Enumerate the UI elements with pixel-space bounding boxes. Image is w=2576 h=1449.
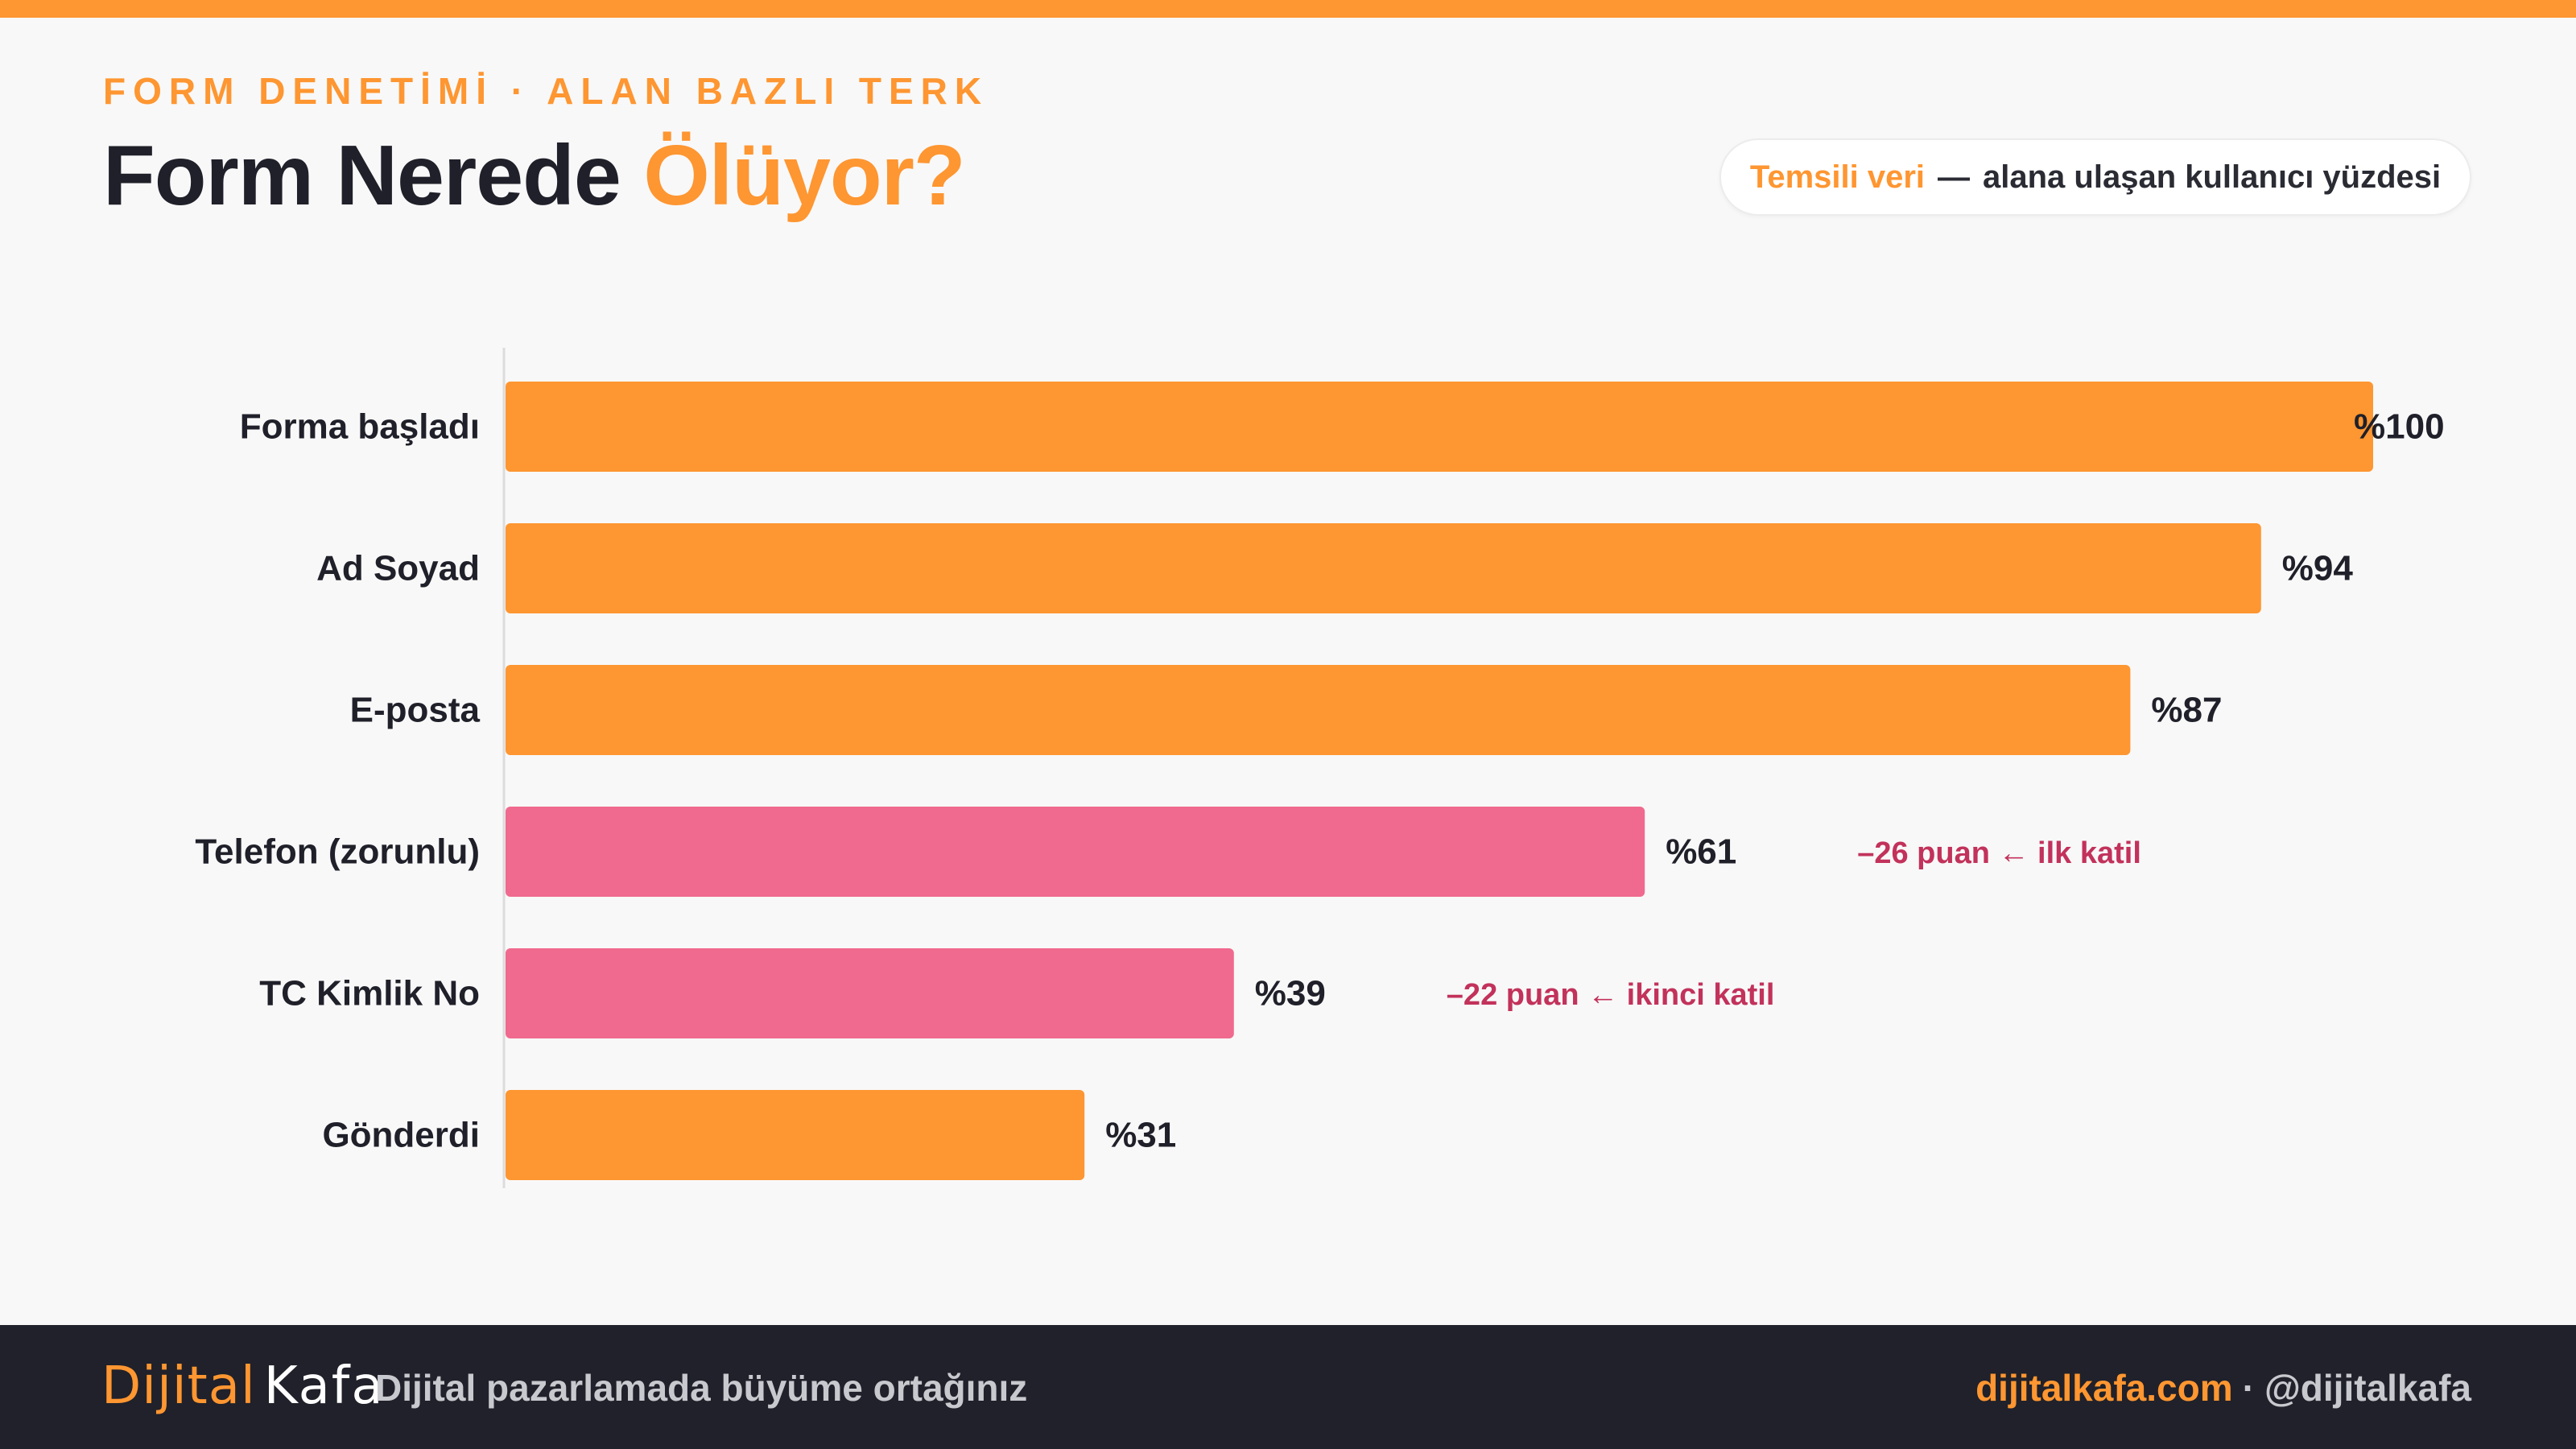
value-label: %94	[2282, 549, 2354, 588]
category-label: TC Kimlik No	[259, 974, 480, 1013]
drop-annotation: –22 puan ← ikinci katil	[1447, 978, 1775, 1012]
bar	[506, 807, 1645, 897]
value-label: %39	[1255, 974, 1326, 1013]
footer-dot: ·	[2242, 1367, 2255, 1409]
data-note-badge: Temsili veri — alana ulaşan kullanıcı yü…	[1719, 138, 2471, 216]
category-label: Telefon (zorunlu)	[195, 832, 480, 872]
eyebrow-label: FORM DENETİMİ · ALAN BAZLI TERK	[103, 70, 989, 112]
footer-handle[interactable]: @dijitalkafa	[2264, 1367, 2471, 1409]
bar	[506, 1090, 1085, 1180]
brand-logo-part1: Dijital	[101, 1356, 256, 1416]
drop-annotation: –26 puan ← ilk katil	[1857, 836, 2141, 870]
footer-bar: Dijital Kafa Dijital pazarlamada büyüme o…	[0, 1325, 2576, 1449]
top-accent-stripe	[0, 0, 2576, 18]
footer-contact: dijitalkafa.com · @dijitalkafa	[1975, 1365, 2471, 1410]
brand-logo-part2: Kafa	[263, 1356, 385, 1416]
title-accent: Ölüyor?	[643, 128, 965, 223]
title-main: Form Nerede	[103, 128, 644, 223]
brand-logo: Dijital Kafa	[101, 1354, 385, 1418]
badge-text: alana ulaşan kullanıcı yüzdesi	[1983, 159, 2442, 195]
value-label: %100	[2354, 407, 2445, 447]
category-label: Gönderdi	[322, 1116, 480, 1155]
category-label: Forma başladı	[240, 407, 480, 447]
category-label: Ad Soyad	[316, 549, 480, 588]
category-label: E-posta	[350, 691, 481, 730]
footer-tagline: Dijital pazarlamada büyüme ortağınız	[375, 1367, 1028, 1409]
bar	[506, 523, 2261, 613]
page-title: Form Nerede Ölüyor?	[103, 128, 966, 223]
value-label: %31	[1105, 1116, 1176, 1155]
bar	[506, 665, 2131, 755]
badge-accent-text: Temsili veri	[1749, 159, 1926, 195]
bar	[506, 948, 1234, 1038]
value-label: %61	[1666, 832, 1736, 872]
value-label: %87	[2151, 691, 2222, 730]
footer-site-link[interactable]: dijitalkafa.com	[1975, 1367, 2233, 1409]
funnel-bar-chart: Forma başladı %100 Ad Soyad %94 E-posta %87 Te…	[195, 348, 2445, 1188]
badge-separator: —	[1938, 159, 1971, 195]
bar	[506, 382, 2373, 472]
